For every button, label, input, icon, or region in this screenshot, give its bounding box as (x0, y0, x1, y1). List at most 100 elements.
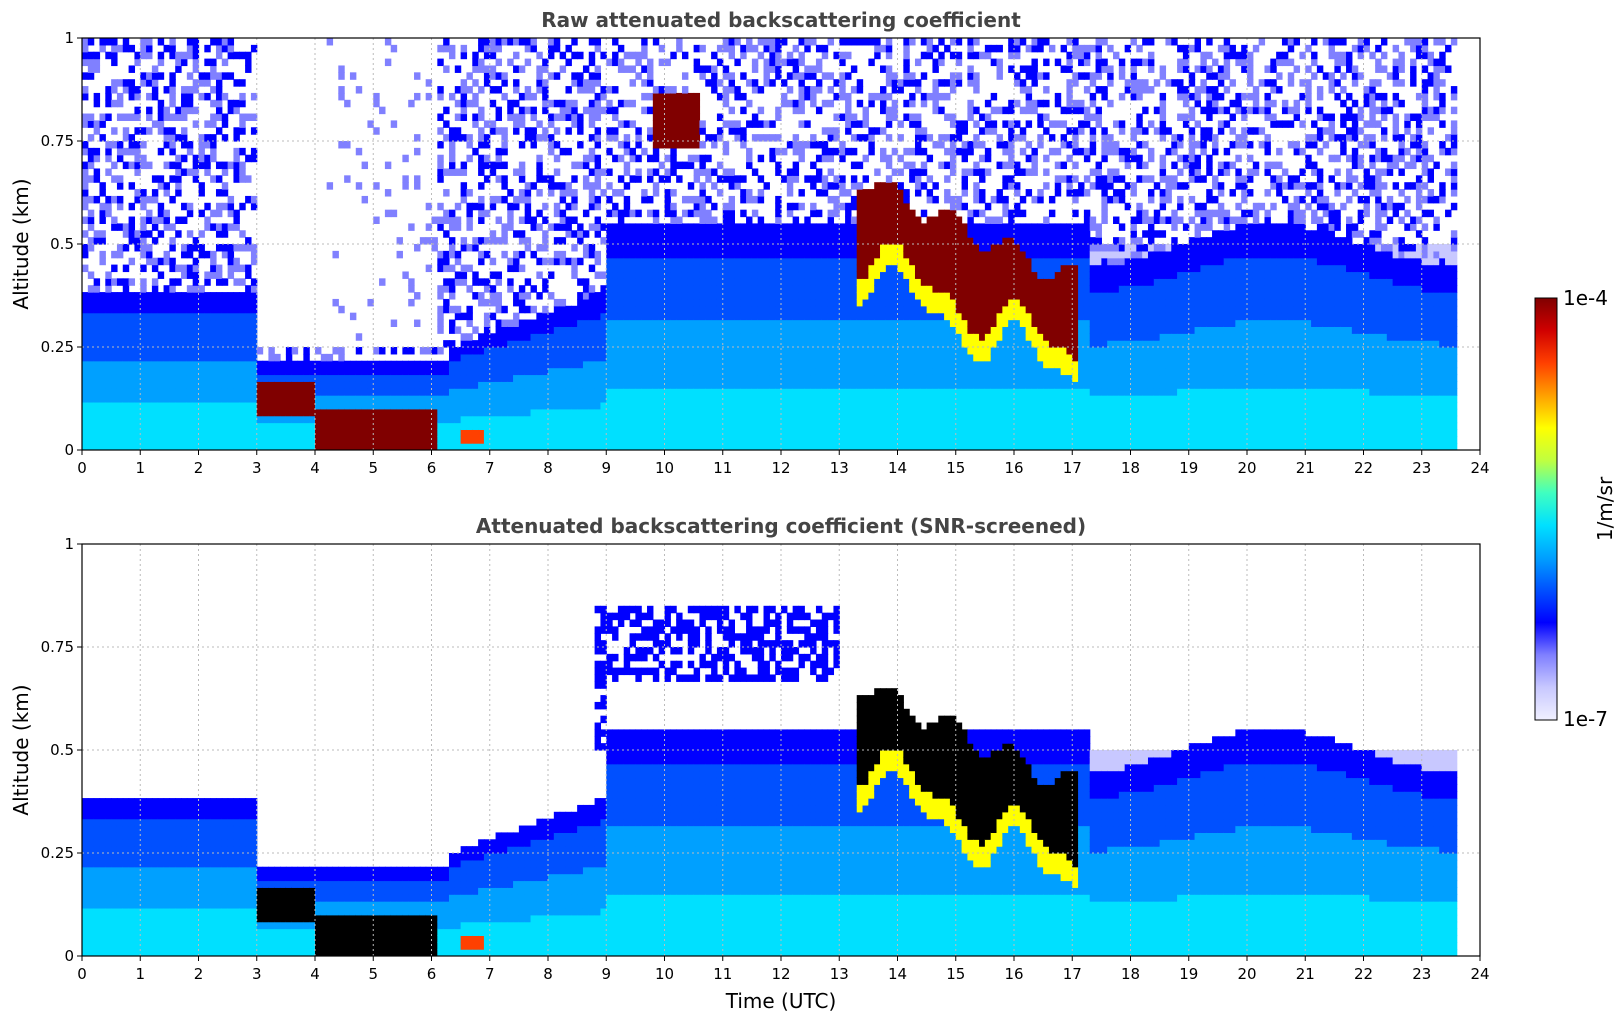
heatmap-cell (839, 374, 846, 382)
heatmap-cell (763, 415, 770, 424)
heatmap-cell (460, 353, 468, 362)
heatmap-cell (728, 312, 735, 321)
heatmap-cell (93, 230, 101, 238)
heatmap-cell (373, 374, 380, 382)
heatmap-cell (175, 408, 182, 417)
heatmap-cell (478, 38, 485, 46)
heatmap-cell (746, 271, 753, 279)
heatmap-cell (839, 154, 846, 163)
heatmap-cell (612, 250, 619, 259)
heatmap-cell (111, 408, 118, 417)
heatmap-cell (186, 347, 194, 355)
heatmap-cell (344, 367, 351, 376)
heatmap-cell (472, 99, 479, 108)
heatmap-cell (850, 381, 858, 389)
heatmap-cell (804, 298, 811, 307)
heatmap-cell (414, 422, 421, 430)
heatmap-cell (233, 367, 240, 376)
heatmap-cell (99, 182, 106, 190)
heatmap-cell (146, 209, 153, 218)
heatmap-cell (693, 395, 701, 403)
heatmap-cell (134, 326, 141, 334)
heatmap-cell (367, 120, 374, 128)
heatmap-cell (524, 401, 532, 410)
heatmap-cell (594, 250, 602, 259)
heatmap-cell (716, 58, 724, 67)
heatmap-cell (309, 415, 316, 424)
heatmap-cell (559, 113, 567, 121)
heatmap-cell (804, 38, 811, 46)
heatmap-cell (349, 388, 357, 396)
heatmap-cell (93, 408, 101, 417)
heatmap-cell (798, 443, 805, 450)
heatmap-cell (839, 72, 846, 80)
heatmap-cell (518, 298, 526, 307)
heatmap-cell (425, 422, 433, 430)
heatmap-cell (769, 79, 776, 87)
heatmap-cell (588, 326, 596, 334)
heatmap-cell (379, 374, 386, 382)
heatmap-cell (681, 347, 689, 355)
heatmap-cell (577, 429, 584, 437)
heatmap-cell (862, 381, 869, 389)
heatmap-cell (664, 113, 671, 121)
heatmap-cell (524, 374, 532, 382)
heatmap-cell (623, 305, 631, 314)
heatmap-cell (664, 443, 671, 450)
heatmap-cell (472, 388, 479, 396)
heatmap-cell (448, 353, 456, 362)
heatmap-cell (606, 292, 613, 300)
heatmap-cell (577, 395, 584, 403)
heatmap-cell (437, 312, 444, 321)
heatmap-cell (483, 278, 491, 286)
heatmap-cell (518, 319, 526, 327)
heatmap-cell (443, 443, 450, 450)
heatmap-cell (221, 92, 229, 101)
heatmap-cell (862, 360, 869, 369)
heatmap-cell (629, 422, 636, 430)
heatmap-cell (466, 381, 473, 389)
heatmap-cell (571, 161, 578, 170)
heatmap-cell (151, 120, 159, 128)
heatmap-cell (862, 134, 869, 142)
heatmap-cell (705, 333, 712, 341)
heatmap-cell (751, 257, 759, 266)
heatmap-cell (227, 367, 235, 376)
heatmap-cell (786, 292, 794, 300)
heatmap-cell (309, 374, 316, 382)
heatmap-cell (868, 395, 875, 403)
heatmap-cell (146, 44, 153, 53)
heatmap-cell (239, 367, 246, 376)
heatmap-cell (751, 292, 759, 300)
heatmap-cell (716, 415, 724, 424)
heatmap-cell (705, 340, 712, 348)
heatmap-cell (670, 429, 677, 437)
heatmap-cell (845, 429, 852, 437)
heatmap-cell (641, 292, 648, 300)
heatmap-cell (781, 436, 788, 444)
heatmap-cell (82, 244, 89, 252)
heatmap-cell (681, 388, 689, 396)
heatmap-cell (233, 353, 240, 362)
heatmap-cell (87, 367, 95, 376)
heatmap-cell (489, 195, 497, 204)
heatmap-cell (227, 72, 235, 80)
heatmap-cell (781, 271, 788, 279)
heatmap-cell (786, 388, 794, 396)
heatmap-cell (233, 312, 240, 321)
heatmap-cell (280, 408, 287, 417)
heatmap-cell (775, 292, 782, 300)
heatmap-cell (751, 79, 759, 87)
heatmap-cell (775, 436, 782, 444)
heatmap-cell (111, 388, 118, 396)
heatmap-cell (617, 340, 625, 348)
heatmap-cell (577, 415, 584, 424)
heatmap-cell (763, 237, 770, 245)
heatmap-cell (82, 305, 89, 314)
heatmap-cell (664, 326, 671, 334)
heatmap-cell (874, 237, 881, 245)
heatmap-cell (664, 202, 671, 211)
heatmap-cell (169, 99, 176, 108)
heatmap-cell (728, 175, 735, 183)
heatmap-cell (635, 154, 642, 163)
